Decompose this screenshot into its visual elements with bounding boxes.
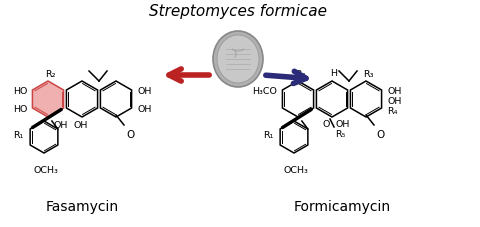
Text: H₃CO: H₃CO xyxy=(252,86,277,95)
Polygon shape xyxy=(66,82,97,118)
Text: OH: OH xyxy=(387,86,401,95)
Text: R₁: R₁ xyxy=(263,131,273,140)
Polygon shape xyxy=(33,82,63,118)
Text: R₅: R₅ xyxy=(335,129,346,138)
Text: OH: OH xyxy=(336,119,350,128)
Ellipse shape xyxy=(217,36,259,84)
Text: OH: OH xyxy=(74,121,88,129)
Text: O: O xyxy=(126,129,134,139)
Text: H: H xyxy=(330,69,337,78)
Text: O: O xyxy=(376,129,384,139)
Text: Fasamycin: Fasamycin xyxy=(46,199,119,213)
Text: Streptomyces formicae: Streptomyces formicae xyxy=(149,4,327,19)
Text: R₄: R₄ xyxy=(387,106,397,115)
Text: R₂: R₂ xyxy=(295,70,305,79)
Polygon shape xyxy=(350,82,382,118)
Ellipse shape xyxy=(213,32,263,88)
Polygon shape xyxy=(282,82,313,118)
Polygon shape xyxy=(30,121,58,153)
Text: R₂: R₂ xyxy=(45,70,55,79)
Text: OH: OH xyxy=(137,86,151,95)
Text: OH: OH xyxy=(53,121,67,129)
Text: OCH₃: OCH₃ xyxy=(284,165,309,174)
Text: R₁: R₁ xyxy=(12,131,23,140)
Text: OH: OH xyxy=(137,104,151,113)
Text: HO: HO xyxy=(12,86,27,95)
Text: Formicamycin: Formicamycin xyxy=(293,199,391,213)
Text: HO: HO xyxy=(12,104,27,113)
Polygon shape xyxy=(280,121,308,153)
Text: OCH₃: OCH₃ xyxy=(34,165,59,174)
Polygon shape xyxy=(100,82,132,118)
Text: O: O xyxy=(323,119,330,128)
Polygon shape xyxy=(316,82,348,118)
Text: OH: OH xyxy=(387,96,401,105)
Text: R₃: R₃ xyxy=(363,70,373,79)
